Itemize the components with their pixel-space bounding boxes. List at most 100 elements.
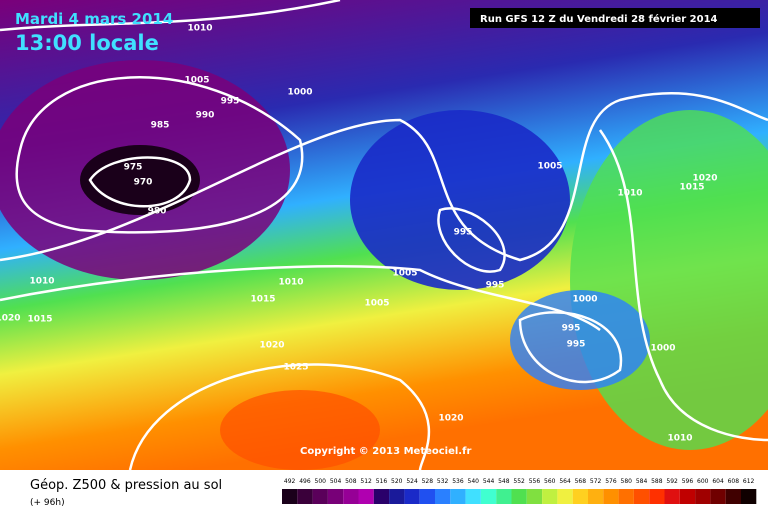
isobar [0, 265, 601, 332]
scale-swatch [618, 489, 634, 504]
isobar-label: 995 [486, 281, 505, 291]
scale-label: 492 [284, 478, 296, 485]
isobar-label: 1005 [537, 162, 562, 172]
isobar-labels: 1010100510009959909859759709801005101010… [0, 24, 718, 444]
legend-lead: (+ 96h) [30, 498, 65, 508]
scale-label: 516 [376, 478, 388, 485]
isobar-label: 985 [151, 121, 170, 131]
scale-label: 500 [315, 478, 327, 485]
isobar-label: 1010 [187, 24, 212, 34]
isobar-label: 1000 [572, 295, 597, 305]
isobar [0, 0, 341, 32]
isobar-label: 990 [196, 111, 215, 121]
scale-swatch [649, 489, 665, 504]
isobar-label: 1015 [679, 183, 704, 193]
scale-swatch [588, 489, 604, 504]
isobar-label: 1015 [250, 295, 275, 305]
copyright: Copyright © 2013 Meteociel.fr [300, 446, 471, 457]
scale-label: 612 [743, 478, 755, 485]
isobar-label: 975 [124, 163, 143, 173]
isobar-label: 995 [567, 340, 586, 350]
scale-swatch [465, 489, 481, 504]
scale-label: 600 [697, 478, 709, 485]
isobar-label: 1010 [667, 434, 692, 444]
isobar-label: 1005 [392, 269, 417, 279]
scale-label: 560 [544, 478, 556, 485]
isobar-label: 1010 [278, 278, 303, 288]
scale-label: 524 [406, 478, 418, 485]
scale-label: 532 [437, 478, 449, 485]
isobar [88, 156, 192, 208]
isobar-label: 1000 [287, 88, 312, 98]
balkans-area [510, 290, 650, 390]
isobar-label: 1015 [27, 315, 52, 325]
isobar-label: 1000 [650, 344, 675, 354]
scale-swatch [373, 489, 390, 504]
isobar-label: 995 [454, 228, 473, 238]
run-box [470, 8, 760, 28]
scale-swatch [389, 489, 405, 504]
scale-label: 588 [651, 478, 663, 485]
forecast-time: 13:00 locale [15, 31, 159, 55]
isobar [437, 207, 506, 273]
scale-label: 540 [468, 478, 480, 485]
scale-swatch [572, 489, 588, 504]
scale-label: 608 [728, 478, 740, 485]
scale-label: 572 [590, 478, 602, 485]
color-scale: 492 496 500 504 508 512 516 520 524 528 532 536 540 5… [282, 478, 757, 504]
scale-label: 564 [559, 478, 571, 485]
scale-label: 584 [636, 478, 648, 485]
scale-swatch [664, 489, 680, 504]
isobar-label: 1005 [364, 299, 389, 309]
isobar-label: 1020 [692, 174, 717, 184]
isobar-label: 1010 [617, 189, 642, 199]
scale-swatch [679, 489, 696, 504]
scale-swatch [419, 489, 435, 504]
scale-swatch [741, 489, 757, 504]
scale-swatch [496, 489, 512, 504]
isobar-label: 1025 [283, 363, 308, 373]
trough [350, 110, 570, 290]
isobar-label: 1005 [184, 76, 209, 86]
scale-label: 544 [483, 478, 495, 485]
isobar-label: 995 [562, 324, 581, 334]
scale-label: 512 [360, 478, 372, 485]
forecast-date: Mardi 4 mars 2014 [15, 10, 173, 28]
scale-swatch [511, 489, 527, 504]
scale-swatch [710, 489, 726, 504]
scale-label: 536 [452, 478, 464, 485]
scale-label: 604 [712, 478, 724, 485]
legend-title: Géop. Z500 & pression au sol [30, 478, 222, 493]
scale-label: 496 [299, 478, 311, 485]
isobar [0, 92, 768, 262]
scale-swatch [526, 489, 543, 504]
scale-swatch [480, 489, 497, 504]
isobar-label: 995 [221, 97, 240, 107]
scale-swatch [404, 489, 420, 504]
run-info: Run GFS 12 Z du Vendredi 28 février 2014 [480, 13, 718, 25]
isobar [15, 76, 304, 234]
isobar-label: 1020 [259, 341, 284, 351]
isobar [598, 129, 768, 442]
scale-swatch [435, 489, 451, 504]
scale-swatch [450, 489, 466, 504]
isobar [518, 311, 623, 384]
scale-swatch [312, 489, 328, 504]
scale-label: 596 [682, 478, 694, 485]
isobar-label: 1020 [0, 314, 21, 324]
scale-swatch [557, 489, 573, 504]
scale-swatch [542, 489, 558, 504]
scale-swatch [282, 489, 298, 504]
scale-label: 548 [498, 478, 510, 485]
scale-swatch [633, 489, 650, 504]
scale-label: 504 [330, 478, 342, 485]
isobar-label: 980 [148, 207, 167, 217]
scale-label: 552 [513, 478, 525, 485]
scale-label: 580 [621, 478, 633, 485]
isobars [0, 0, 768, 470]
isobar-label: 1010 [29, 277, 54, 287]
scale-label: 568 [575, 478, 587, 485]
scale-label: 556 [529, 478, 541, 485]
scale-swatch [327, 489, 344, 504]
